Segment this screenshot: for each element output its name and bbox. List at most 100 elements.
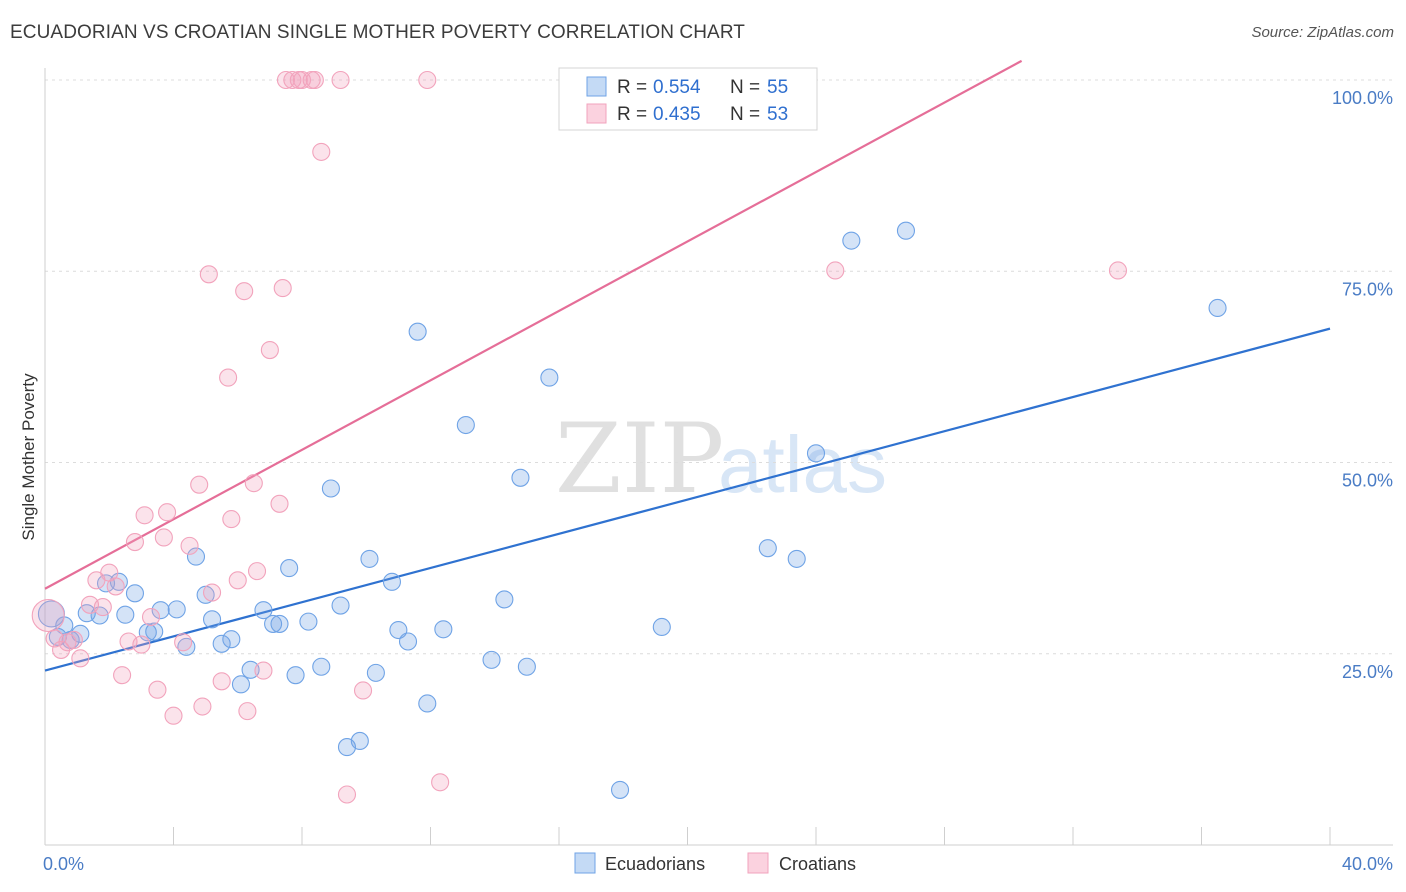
point-croatians	[431, 773, 450, 792]
point-ecuadorians	[896, 221, 916, 240]
point-croatians	[164, 706, 183, 725]
bottom-legend-swatch-ecuadorians	[574, 852, 596, 874]
point-ecuadorians	[254, 601, 273, 620]
grid-lines	[45, 79, 1395, 655]
point-croatians	[190, 475, 209, 494]
point-ecuadorians	[270, 614, 289, 633]
point-ecuadorians	[312, 657, 331, 676]
point-ecuadorians	[145, 622, 164, 641]
point-ecuadorians	[116, 605, 135, 624]
point-croatians	[353, 681, 373, 700]
watermark-atlas: atlas	[718, 420, 887, 509]
point-ecuadorians	[517, 657, 536, 676]
point-croatians	[148, 680, 167, 699]
point-croatians	[219, 368, 238, 387]
point-croatians	[125, 533, 144, 552]
point-croatians	[305, 70, 324, 90]
y-tick-labels: 25.0% 50.0% 75.0% 100.0%	[1332, 88, 1393, 682]
point-ecuadorians	[398, 632, 418, 651]
point-ecuadorians	[331, 596, 350, 615]
point-croatians	[158, 503, 177, 522]
point-ecuadorians	[321, 479, 340, 498]
point-ecuadorians	[495, 590, 514, 609]
stats-legend: R = 0.554 N = 55 R = 0.435 N = 53	[558, 67, 818, 131]
point-ecuadorians	[366, 663, 385, 682]
point-croatians	[235, 282, 254, 301]
source-label: Source: ZipAtlas.com	[1251, 24, 1394, 41]
point-croatians	[270, 494, 289, 513]
point-ecuadorians	[842, 231, 861, 250]
y-tick-label-75: 75.0%	[1342, 279, 1393, 299]
point-ecuadorians	[418, 694, 437, 713]
point-ecuadorians	[280, 559, 299, 578]
point-croatians	[331, 70, 350, 90]
point-ecuadorians	[482, 650, 501, 669]
point-croatians	[247, 562, 267, 581]
point-ecuadorians	[456, 415, 475, 435]
bottom-legend-label-croatians: Croatians	[779, 854, 856, 874]
point-croatians	[203, 583, 222, 602]
point-ecuadorians	[299, 612, 318, 631]
legend-r-value-croatians: 0.435	[653, 104, 701, 125]
point-croatians	[244, 474, 263, 493]
watermark-zip: ZIP	[555, 403, 724, 515]
trend-line-ecuadorians	[44, 327, 1331, 672]
point-croatians	[93, 598, 112, 617]
point-croatians	[135, 506, 154, 525]
point-croatians	[113, 666, 132, 685]
point-ecuadorians	[241, 660, 260, 679]
point-ecuadorians	[186, 547, 206, 566]
point-ecuadorians	[610, 780, 630, 799]
point-croatians	[193, 697, 212, 716]
point-croatians	[64, 630, 83, 650]
bottom-legend-label-ecuadorians: Ecuadorians	[605, 854, 705, 874]
point-ecuadorians	[382, 572, 402, 591]
point-croatians	[418, 70, 437, 90]
axes	[44, 68, 1393, 846]
point-ecuadorians	[286, 666, 305, 685]
legend-swatch-croatians	[586, 103, 607, 124]
trend-line-croatians	[44, 59, 1023, 590]
legend-n-value-ecuadorians: 55	[767, 77, 788, 98]
data-points	[31, 70, 1227, 804]
legend-swatch-ecuadorians	[586, 76, 607, 97]
point-ecuadorians	[540, 368, 559, 387]
legend-r-label-croatians: R =	[617, 104, 647, 125]
point-ecuadorians	[212, 634, 231, 653]
legend-r-label-ecuadorians: R =	[617, 77, 647, 98]
point-croatians	[174, 633, 193, 652]
point-ecuadorians	[408, 322, 427, 341]
series-legend: Ecuadorians Croatians	[574, 852, 856, 874]
point-croatians	[337, 785, 357, 804]
point-croatians	[199, 265, 218, 284]
x-tick-label-max: 40.0%	[1342, 854, 1393, 874]
point-croatians	[260, 340, 279, 360]
trend-lines	[44, 59, 1331, 672]
y-tick-label-50: 50.0%	[1342, 471, 1393, 491]
y-tick-label-100: 100.0%	[1332, 88, 1393, 108]
point-croatians	[132, 635, 151, 654]
point-ecuadorians	[652, 617, 671, 637]
point-ecuadorians	[434, 620, 453, 639]
point-ecuadorians	[231, 675, 251, 694]
point-ecuadorians	[151, 601, 170, 620]
point-croatians	[254, 661, 273, 680]
point-ecuadorians	[222, 630, 241, 649]
legend-r-value-ecuadorians: 0.554	[653, 77, 701, 98]
point-croatians	[52, 640, 71, 659]
point-croatians	[312, 142, 331, 161]
y-axis-label: Single Mother Poverty	[19, 373, 38, 541]
point-croatians	[106, 577, 125, 596]
point-croatians	[292, 70, 312, 90]
point-croatians	[283, 70, 302, 90]
point-croatians	[141, 607, 161, 627]
legend-n-value-croatians: 53	[767, 104, 788, 125]
x-tick-labels: 0.0% 40.0%	[43, 854, 1393, 874]
point-croatians	[180, 536, 199, 555]
legend-n-label-croatians: N =	[730, 104, 760, 125]
point-croatians	[154, 528, 173, 547]
point-croatians	[276, 70, 295, 90]
point-croatians	[238, 702, 257, 721]
point-croatians	[212, 672, 231, 691]
legend-n-label-ecuadorians: N =	[730, 77, 760, 98]
